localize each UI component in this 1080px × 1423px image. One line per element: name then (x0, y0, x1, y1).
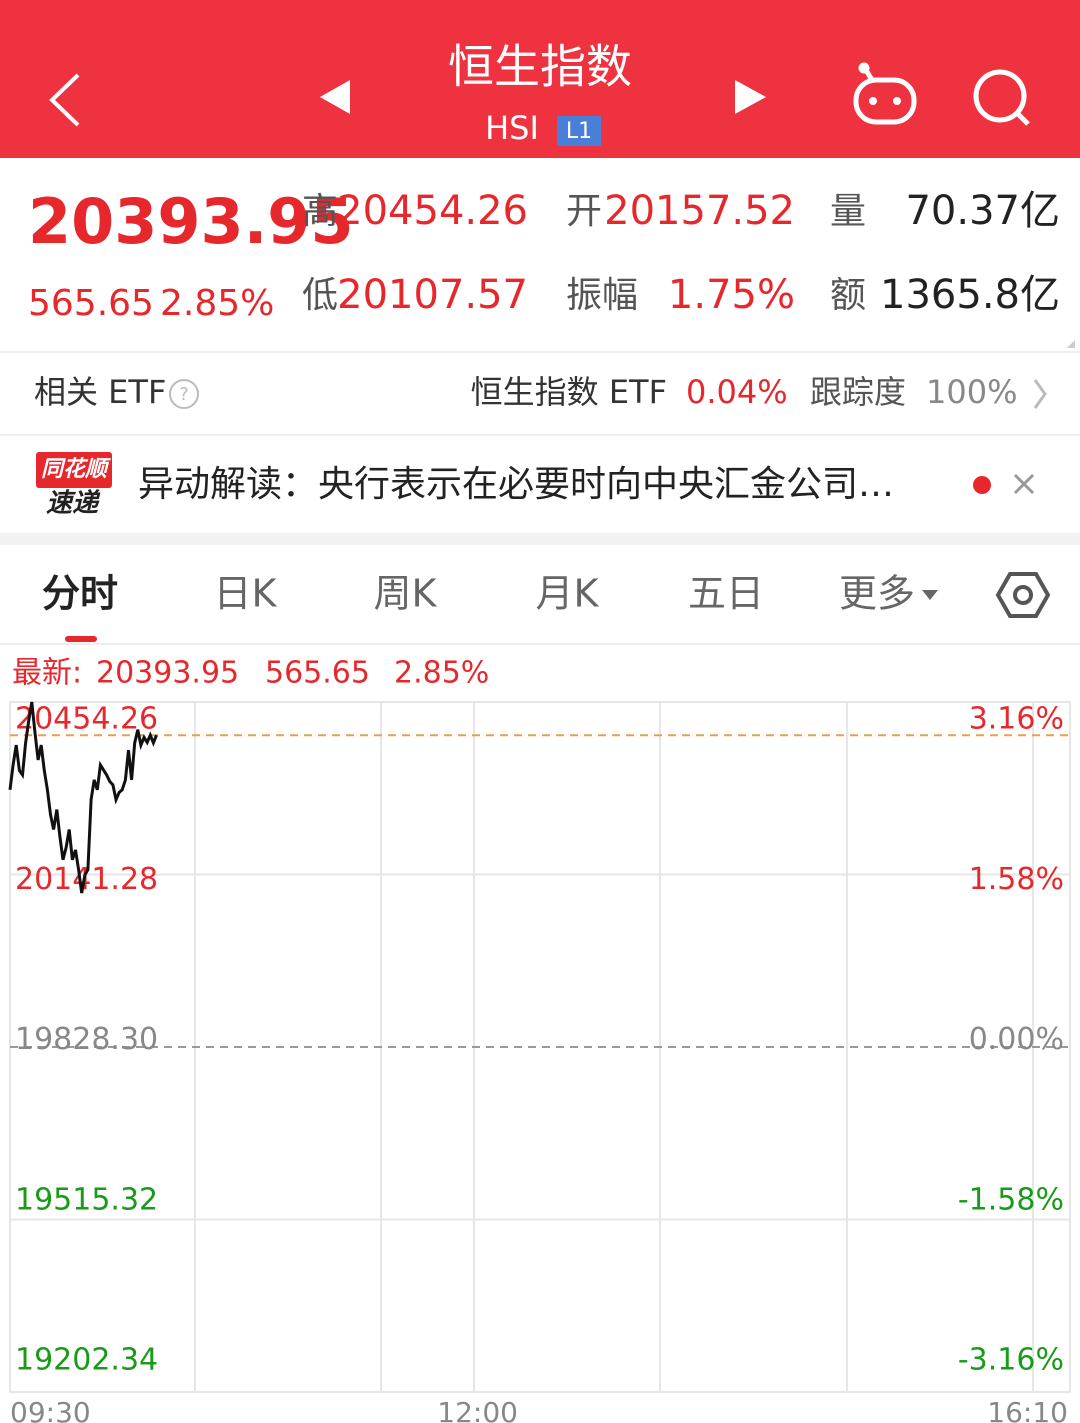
code: HSI (485, 109, 539, 147)
x-tick-label: 16:10 (987, 1396, 1068, 1423)
stat-label: 额 (830, 275, 866, 316)
tab[interactable]: 更多 (839, 572, 915, 616)
badge-bg (557, 116, 601, 146)
y2-tick-label: 3.16% (969, 702, 1064, 737)
y2-tick-label: -1.58% (958, 1182, 1064, 1217)
corner (1067, 340, 1075, 348)
logo-bg (36, 452, 112, 488)
price-line (8, 701, 158, 894)
help-mark: ? (179, 384, 189, 405)
title: 恒生指数 (448, 40, 632, 94)
y2-tick-label: 0.00% (969, 1022, 1064, 1057)
tab-indicator (65, 636, 97, 642)
etf-change: 0.04% (686, 373, 788, 411)
tab[interactable]: 分时 (42, 572, 118, 616)
tracking: 100% (926, 373, 1017, 411)
close-button[interactable] (1013, 473, 1035, 495)
chevron[interactable] (1033, 379, 1047, 409)
tracking-label: 跟踪度 (810, 373, 906, 411)
y-tick-label: 20454.26 (15, 702, 158, 737)
next-button[interactable] (735, 80, 766, 114)
change: 565.65 (28, 283, 154, 324)
info-latest: 20393.95 (96, 656, 239, 691)
y2-tick-label: -3.16% (958, 1343, 1064, 1378)
news-text[interactable]: 异动解读：央行表示在必要时向中央汇金公司… (138, 464, 894, 505)
logo-top: 同花顺 (41, 457, 111, 482)
tab[interactable]: 周K (374, 572, 438, 616)
tab[interactable]: 五日 (688, 572, 764, 616)
price: 20393.95 (28, 185, 354, 258)
stat-value: 70.37亿 (905, 188, 1060, 234)
stat-value: 1365.8亿 (880, 272, 1060, 318)
stat-value: 1.75% (668, 272, 795, 318)
help-icon[interactable] (169, 379, 199, 409)
stat-value: 20454.26 (337, 188, 528, 234)
settings-icon[interactable] (995, 572, 1051, 618)
etf-label: 相关 ETF (34, 373, 166, 411)
stat-label: 振幅 (566, 275, 638, 316)
stat-label: 开 (566, 191, 602, 232)
x-tick-label: 09:30 (10, 1396, 91, 1423)
unread-dot (973, 476, 991, 494)
info-change-pct: 2.85% (394, 656, 489, 691)
separator (0, 533, 1080, 545)
y2-tick-label: 1.58% (969, 862, 1064, 897)
etf-name[interactable]: 恒生指数 ETF (471, 373, 667, 411)
back-button[interactable] (49, 73, 80, 127)
y-tick-label: 19828.30 (15, 1022, 158, 1057)
tab[interactable]: 月K (536, 572, 600, 616)
stat-label: 高 (302, 191, 338, 232)
x-tick-label: 12:00 (437, 1396, 518, 1423)
info-label: 最新: (12, 656, 82, 691)
stat-value: 20107.57 (337, 272, 528, 318)
stat-value: 20157.52 (604, 188, 795, 234)
y-tick-label: 19515.32 (15, 1182, 158, 1217)
stat-label: 量 (830, 191, 866, 232)
y-tick-label: 19202.34 (15, 1343, 158, 1378)
info-change: 565.65 (265, 656, 370, 691)
more-arrow (922, 590, 938, 600)
stat-label: 低 (302, 275, 338, 316)
search-icon[interactable] (973, 69, 1030, 126)
badge: L1 (566, 119, 592, 144)
prev-button[interactable] (320, 80, 350, 114)
robot-icon[interactable] (853, 62, 917, 125)
logo-bottom: 速递 (46, 489, 101, 519)
tab[interactable]: 日K (214, 572, 278, 616)
change-pct: 2.85% (160, 283, 274, 324)
